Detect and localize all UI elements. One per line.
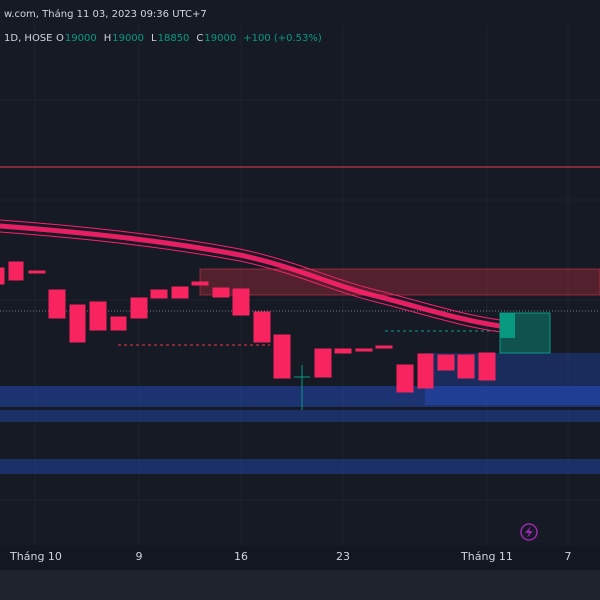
- ohlc-key: O: [56, 33, 64, 44]
- time-axis: [0, 545, 600, 570]
- ohlc-key: L: [151, 33, 157, 44]
- last-candle: [500, 313, 515, 338]
- moving-average: [0, 219, 501, 321]
- header-title: w.com, Tháng 11 03, 2023 09:36 UTC+7: [4, 8, 207, 20]
- ohlc-value: 18850: [158, 33, 190, 44]
- x-label: 23: [336, 550, 350, 563]
- change: +100 (+0.53%): [243, 33, 322, 44]
- bottom-bar: [0, 570, 600, 600]
- x-label: 9: [136, 550, 143, 563]
- moving-average: [0, 231, 501, 333]
- alert-icon-bolt: [525, 526, 533, 538]
- demand-zone: [0, 410, 600, 422]
- symbol: 1D, HOSE: [4, 33, 52, 44]
- x-label: 16: [234, 550, 248, 563]
- x-label: 7: [565, 550, 572, 563]
- moving-average: [0, 223, 501, 329]
- grid: [0, 25, 600, 545]
- ohlc-value: 19000: [204, 33, 236, 44]
- demand-zone: [0, 459, 600, 474]
- x-label: Tháng 11: [460, 550, 513, 563]
- ohlc-key: C: [196, 33, 203, 44]
- alert-icon[interactable]: [520, 523, 538, 541]
- ohlc-key: H: [104, 33, 112, 44]
- candles: [0, 261, 496, 410]
- ohlc-value: 19000: [65, 33, 97, 44]
- demand-zone: [0, 386, 600, 407]
- supply-zone: [199, 268, 600, 296]
- ohlc: O 19000 H 19000 L 18850 C 19000 +100 (+0.53%): [56, 33, 322, 44]
- x-label: Tháng 10: [9, 550, 62, 563]
- ohlc-value: 19000: [112, 33, 144, 44]
